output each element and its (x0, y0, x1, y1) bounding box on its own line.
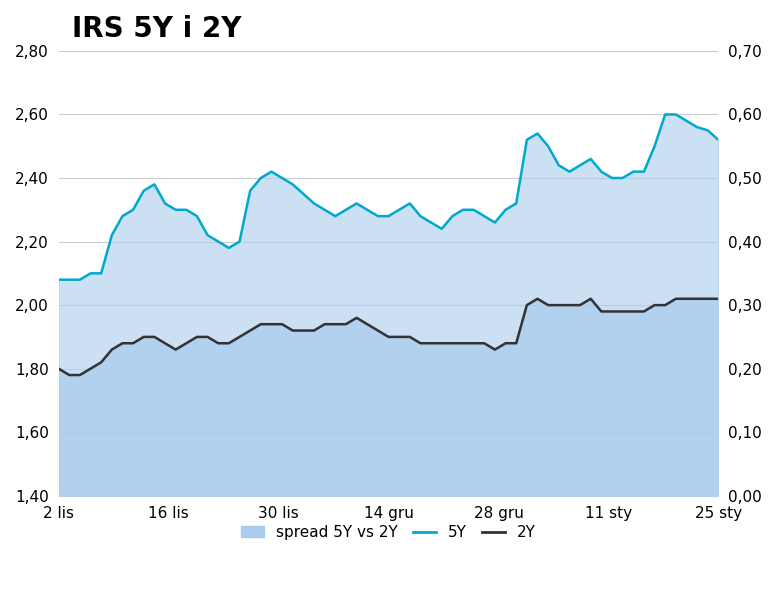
Legend: spread 5Y vs 2Y, 5Y, 2Y: spread 5Y vs 2Y, 5Y, 2Y (235, 519, 542, 546)
Text: IRS 5Y i 2Y: IRS 5Y i 2Y (71, 15, 242, 43)
